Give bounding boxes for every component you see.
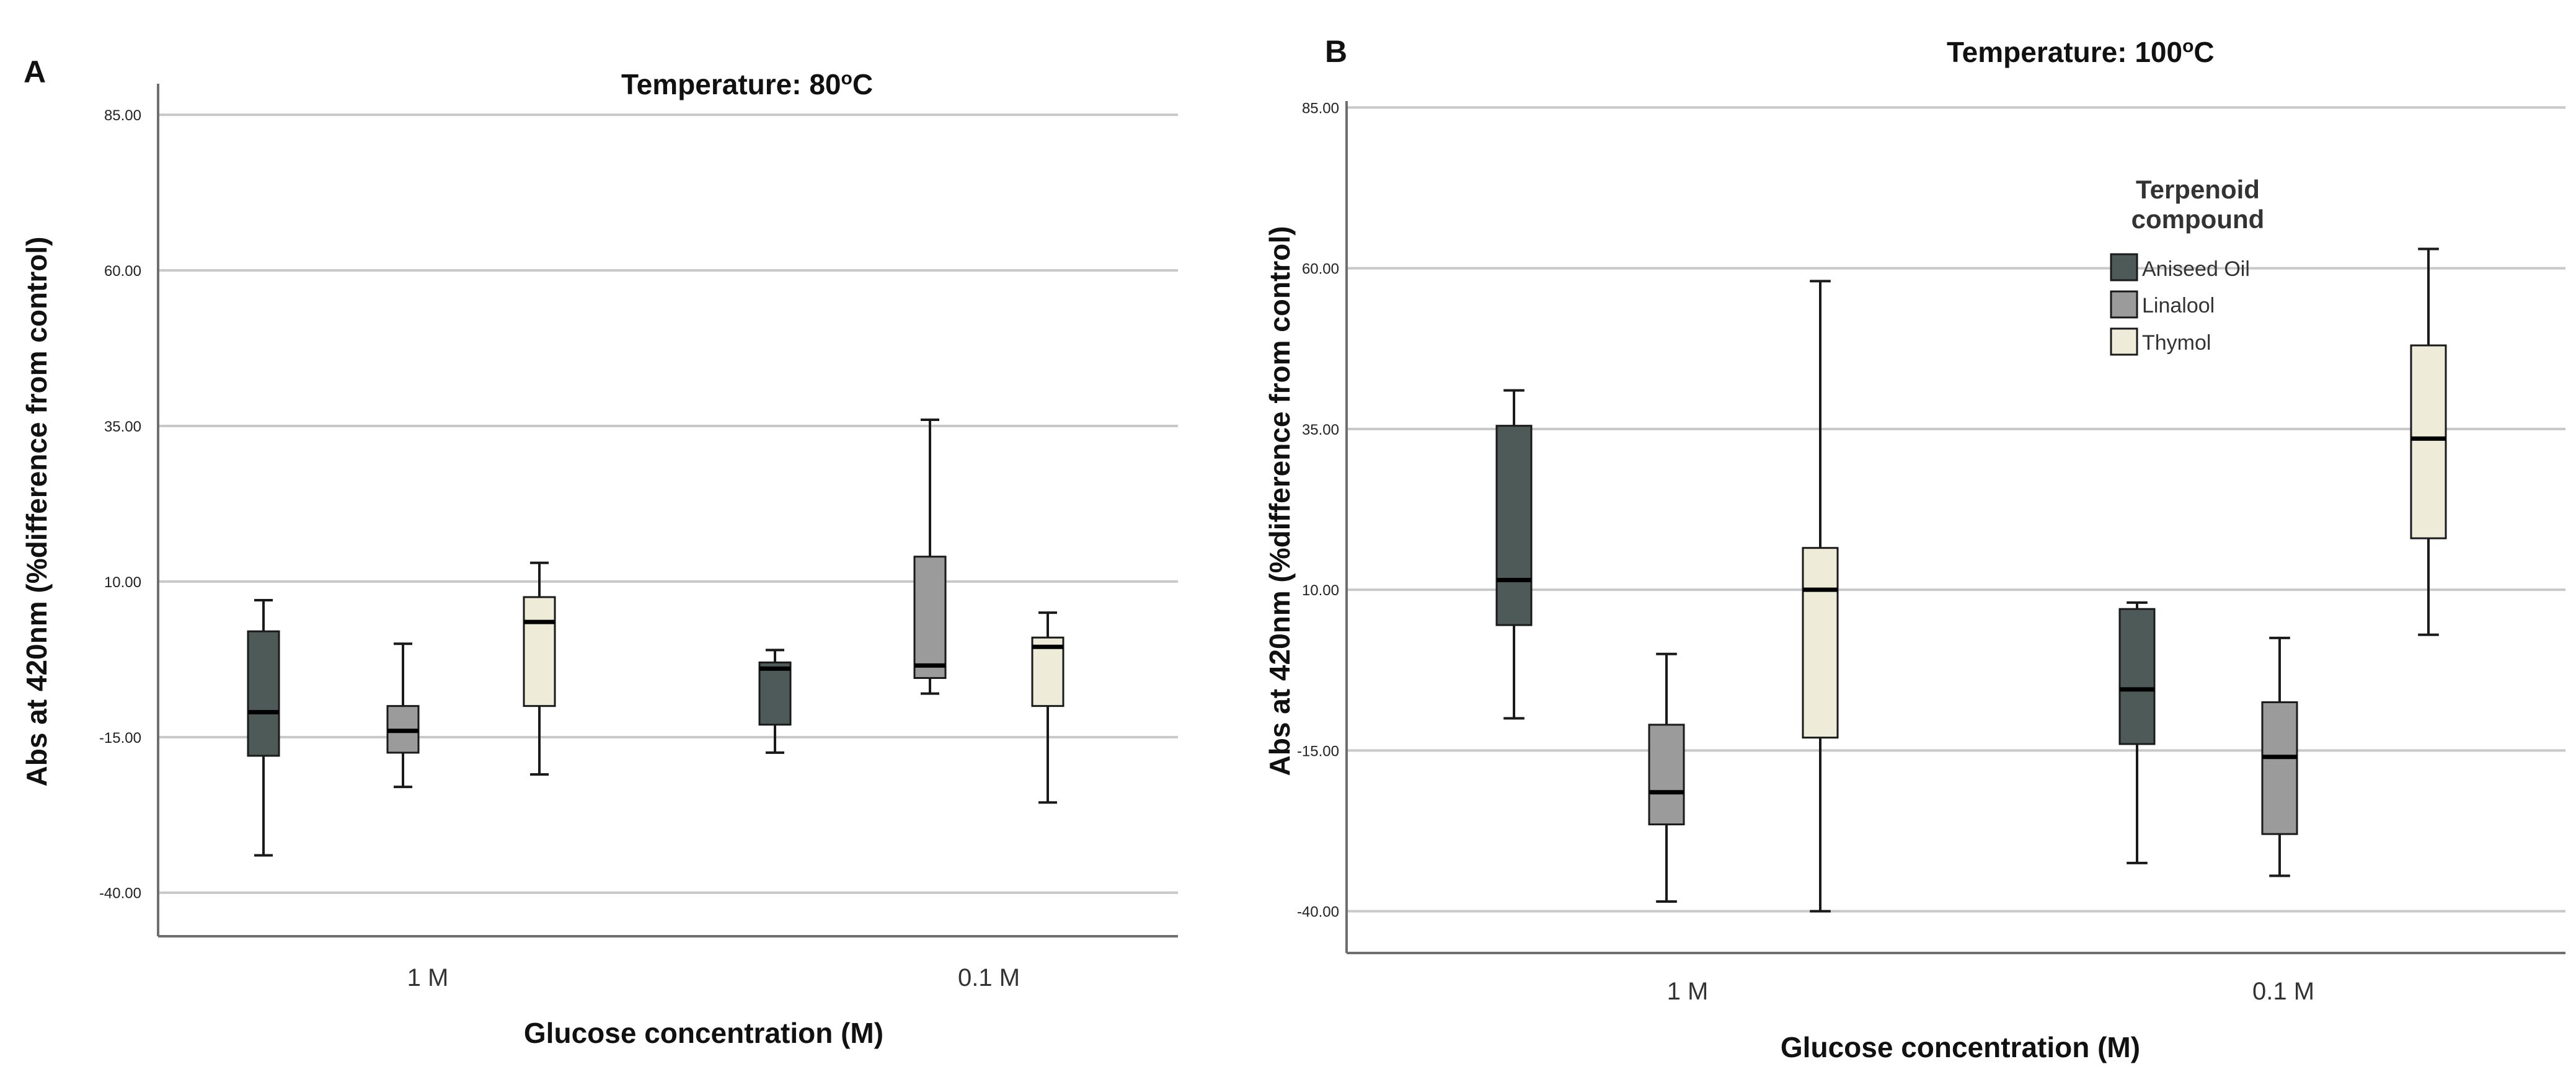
box-a-1-m-thymol <box>523 561 556 776</box>
y-tick-label-a-60-00: 60.00 <box>104 263 141 280</box>
box-b-0-1-m-thymol <box>2410 247 2447 636</box>
legend-swatch-aniseed-oil <box>2110 253 2138 281</box>
legend-label-thymol: Thymol <box>2142 331 2211 355</box>
box-b-0-1-m-thymol-iqr <box>2410 344 2447 539</box>
box-a-0-1-m-aniseed-oil-iqr <box>758 661 792 726</box>
box-b-1-m-aniseed-oil-iqr <box>1495 425 1533 626</box>
legend-title-line2: compound <box>2131 205 2265 234</box>
box-b-1-m-thymol <box>1802 280 1839 913</box>
x-axis-title-b: Glucose concentration (M) <box>1781 1031 2140 1063</box>
y-tick-labels-a: 85.00 60.00 35.00 10.00 -15.00 -40.00 <box>99 107 141 902</box>
box-a-1-m-aniseed-oil-iqr <box>247 630 280 757</box>
box-a-1-m-linalool <box>386 642 420 789</box>
y-tick-label-a-85-00: 85.00 <box>104 107 141 124</box>
panel-b: B Temperature: 100oC 85.00 60.00 35.00 10.0… <box>1264 34 2565 1063</box>
category-label-b-0-1m: 0.1 M <box>2252 978 2314 1005</box>
legend: Terpenoid compound Aniseed Oil Linalool … <box>2110 175 2265 356</box>
x-axis-title-a: Glucose concentration (M) <box>524 1017 883 1049</box>
y-tick-label-b-15-00: -15.00 <box>1297 743 1339 760</box>
legend-title-line1: Terpenoid <box>2136 175 2260 204</box>
panel-a: A Temperature: 80oC 85.00 60.00 35.00 10.00… <box>20 55 1178 1049</box>
category-label-b-1m: 1 M <box>1667 978 1709 1005</box>
box-a-0-1-m-aniseed-oil <box>758 649 792 754</box>
box-b-0-1-m-aniseed-oil <box>2118 601 2156 864</box>
y-axis-title-a: Abs at 420nm (%difference from control) <box>20 237 53 787</box>
box-a-1-m-aniseed-oil <box>247 599 280 857</box>
box-b-1-m-aniseed-oil <box>1495 389 1533 720</box>
legend-label-aniseed-oil: Aniseed Oil <box>2142 257 2250 281</box>
panel-title-b-sup: o <box>2182 36 2193 56</box>
box-b-0-1-m-aniseed-oil-iqr <box>2118 608 2156 745</box>
y-tick-label-b-60-00: 60.00 <box>1302 261 1339 278</box>
y-tick-label-a-15-00: -15.00 <box>99 730 141 747</box>
box-b-1-m-linalool-iqr <box>1648 724 1685 826</box>
box-b-0-1-m-linalool <box>2261 636 2298 877</box>
y-tick-label-a-10-00: 10.00 <box>104 574 141 591</box>
panel-title-b: Temperature: 100oC <box>1947 36 2215 68</box>
legend-swatch-linalool <box>2110 290 2138 319</box>
legend-swatch-thymol <box>2110 327 2138 356</box>
box-a-0-1-m-thymol <box>1031 611 1064 804</box>
panel-title-a-unit: C <box>852 68 873 100</box>
panel-label-b: B <box>1325 34 1347 69</box>
panel-label-a: A <box>24 55 46 89</box>
boxes-b <box>1495 247 2447 913</box>
category-label-a-0-1m: 0.1 M <box>958 964 1020 991</box>
box-b-1-m-thymol-iqr <box>1802 547 1839 739</box>
y-tick-labels-b: 85.00 60.00 35.00 10.00 -15.00 -40.00 <box>1297 100 1339 920</box>
y-tick-label-b-10-00: 10.00 <box>1302 582 1339 599</box>
panel-title-a: Temperature: 80oC <box>621 68 873 100</box>
box-a-0-1-m-linalool <box>913 418 947 695</box>
box-b-1-m-linalool <box>1648 652 1685 903</box>
panel-title-b-main: Temperature: 100 <box>1947 36 2182 68</box>
y-tick-label-b-85-00: 85.00 <box>1302 100 1339 117</box>
y-tick-label-a-40-00: -40.00 <box>99 885 141 902</box>
grid-lines-b <box>1347 106 2565 913</box>
y-tick-label-b-35-00: 35.00 <box>1302 422 1339 438</box>
y-tick-label-a-35-00: 35.00 <box>104 419 141 435</box>
box-a-0-1-m-linalool-iqr <box>913 556 947 679</box>
panel-title-a-main: Temperature: 80 <box>621 68 841 100</box>
box-a-1-m-thymol-iqr <box>523 596 556 707</box>
y-axis-title-b: Abs at 420nm (%difference from control) <box>1264 226 1296 776</box>
grid-lines-a <box>158 113 1178 894</box>
panel-title-a-sup: o <box>841 68 852 89</box>
panel-title-b-unit: C <box>2193 36 2214 68</box>
category-label-a-1m: 1 M <box>407 964 449 991</box>
box-b-0-1-m-linalool-iqr <box>2261 701 2298 835</box>
legend-label-linalool: Linalool <box>2142 294 2215 317</box>
y-tick-label-b-40-00: -40.00 <box>1297 904 1339 921</box>
boxes-a <box>247 418 1064 857</box>
